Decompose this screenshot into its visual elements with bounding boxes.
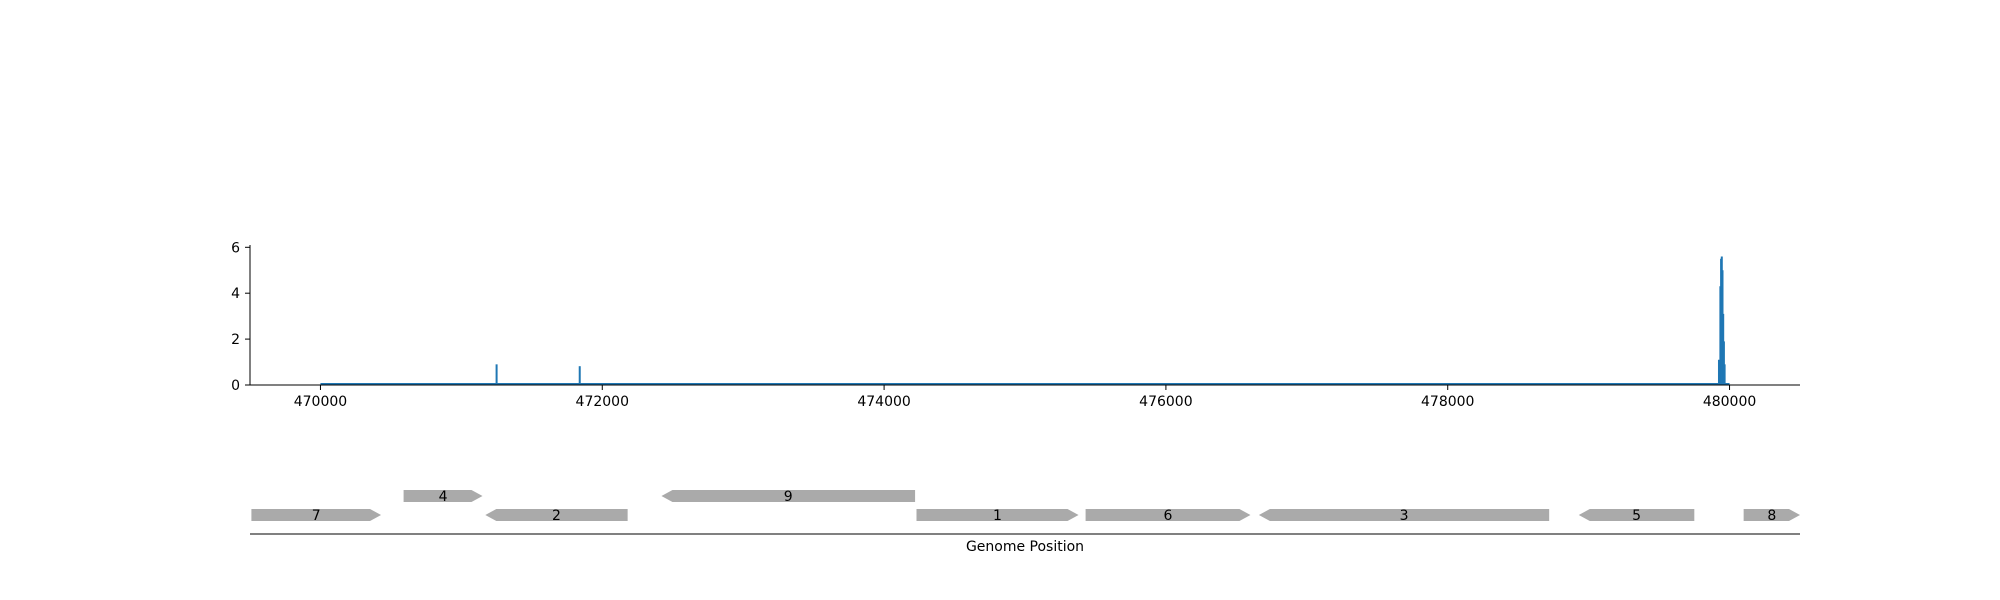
gene-arrow: [485, 509, 628, 521]
gene-arrow: [661, 490, 916, 502]
y-tick-label: 2: [231, 332, 240, 348]
gene-arrow: [916, 509, 1079, 521]
gene-track-x-label: Genome Position: [966, 539, 1084, 555]
gene-feature: 1: [916, 508, 1079, 524]
gene-label: 6: [1164, 508, 1173, 524]
y-tick-label: 4: [231, 286, 240, 302]
gene-label: 7: [312, 508, 321, 524]
gene-label: 1: [993, 508, 1002, 524]
gene-label: 8: [1767, 508, 1776, 524]
gene-feature: 9: [661, 489, 916, 505]
x-tick-label: 478000: [1421, 394, 1474, 410]
gene-arrow: [403, 490, 483, 502]
x-tick-label: 470000: [294, 394, 347, 410]
gene-feature: 6: [1085, 508, 1251, 524]
gene-label: 3: [1400, 508, 1409, 524]
gene-label: 2: [552, 508, 561, 524]
coverage-plot: 0 2 4 6 470000 472000 474000 476000 478000 48000…: [231, 240, 1800, 410]
gene-feature: 3: [1258, 508, 1550, 524]
gene-feature: 7: [251, 508, 382, 524]
gene-arrow: [1743, 509, 1800, 521]
y-tick-label: 6: [231, 240, 240, 256]
gene-arrow: [251, 509, 382, 521]
x-tick-label: 474000: [857, 394, 910, 410]
gene-label: 4: [439, 489, 448, 505]
gene-feature: 8: [1743, 508, 1800, 524]
gene-arrow: [1258, 509, 1550, 521]
gene-label: 9: [784, 489, 793, 505]
gene-feature: 2: [485, 508, 628, 524]
gene-feature: 5: [1578, 508, 1695, 524]
gene-arrow: [1578, 509, 1695, 521]
x-axis-ticks: 470000 472000 474000 476000 478000 480000: [294, 385, 1756, 410]
coverage-peaks: [495, 256, 1726, 385]
x-tick-label: 476000: [1139, 394, 1192, 410]
y-axis-ticks: 0 2 4 6: [231, 240, 250, 394]
gene-feature: 4: [403, 489, 483, 505]
x-tick-label: 480000: [1703, 394, 1756, 410]
x-tick-label: 472000: [576, 394, 629, 410]
gene-arrow: [1085, 509, 1251, 521]
gene-label: 5: [1632, 508, 1641, 524]
y-tick-label: 0: [231, 378, 240, 394]
